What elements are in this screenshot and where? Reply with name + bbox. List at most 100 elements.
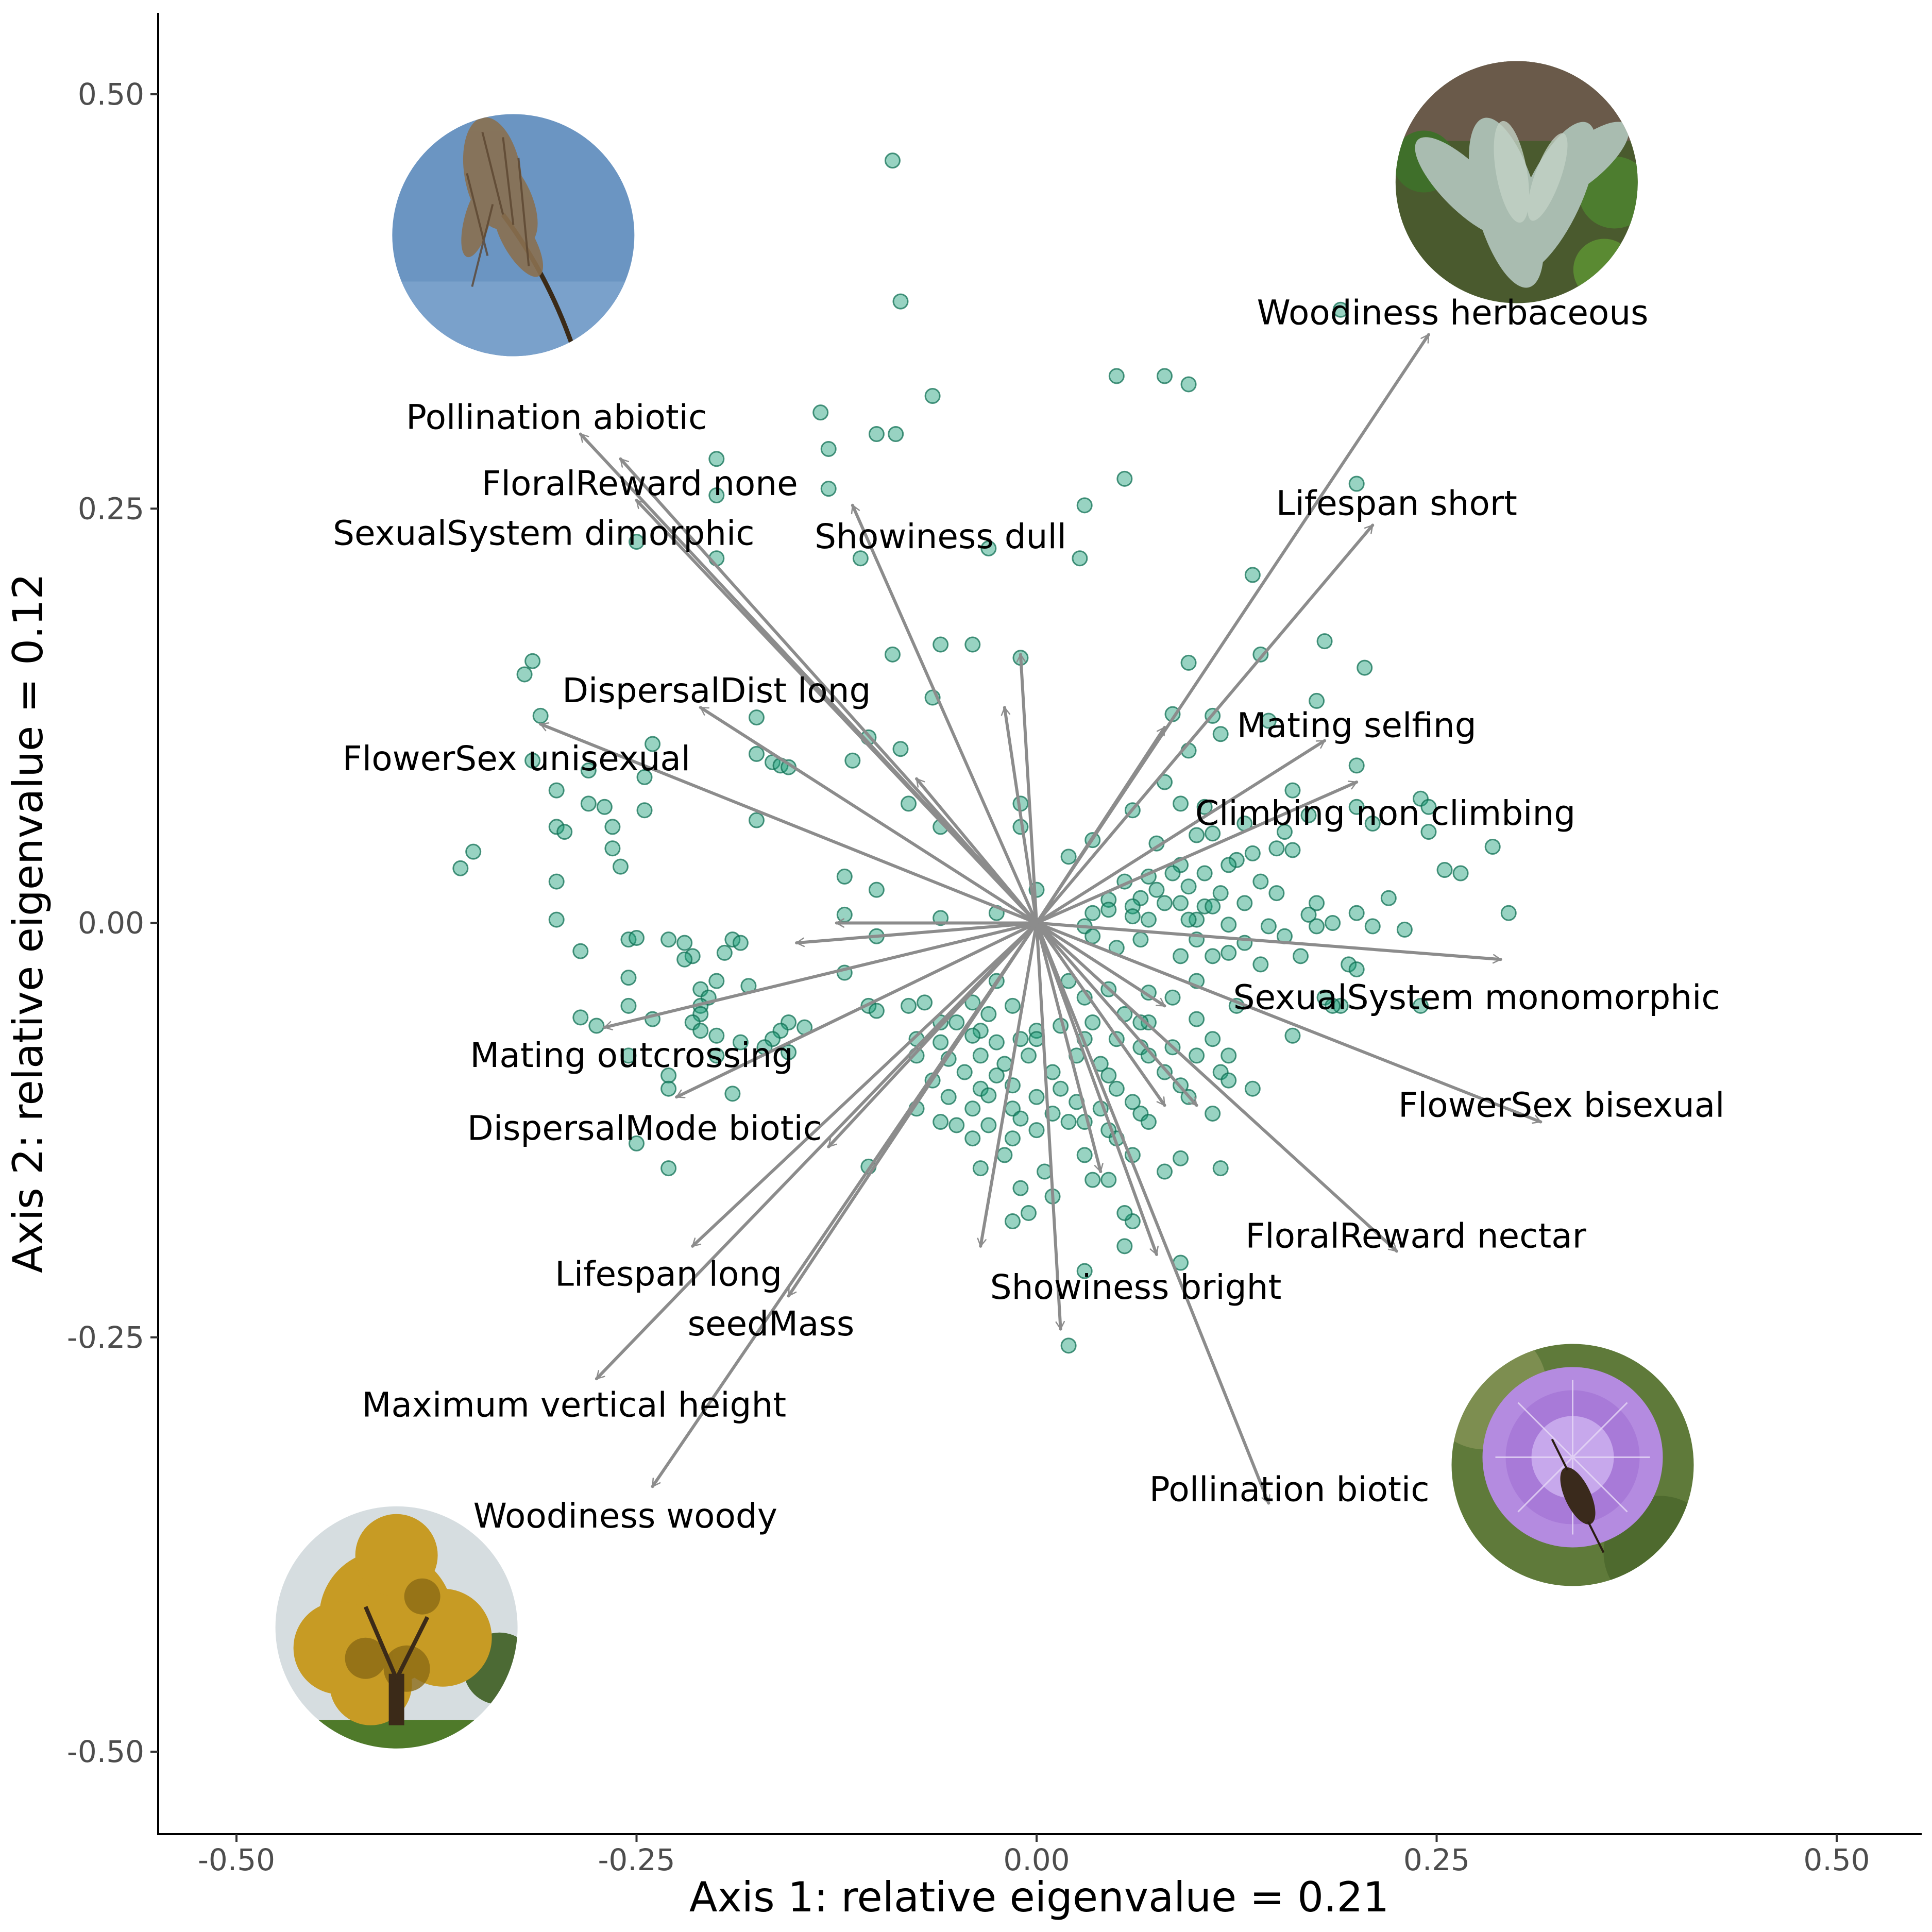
data-point [724,931,741,948]
data-point [660,1067,677,1083]
data-point [1309,895,1325,911]
data-point [1300,807,1317,823]
data-point [1221,944,1237,961]
trait-vector [1035,523,1375,925]
data-point [1156,895,1173,911]
data-point [524,653,541,669]
purple-flower-photo [1451,1344,1694,1586]
data-point [1500,905,1517,921]
data-point [1004,1130,1021,1147]
data-point [1180,376,1197,393]
data-point [612,858,629,875]
y-axis-title: Axis 2: relative eigenvalue = 0.12 [4,573,52,1274]
data-point [1252,646,1269,663]
trait-vector [1035,739,1327,925]
data-point [1292,948,1309,964]
data-point [1300,906,1317,923]
data-point [1205,1031,1221,1047]
data-point [1268,885,1285,902]
data-point [964,1100,981,1117]
data-point [692,981,709,997]
data-point [660,1160,677,1177]
trait-vector-label: FloralReward none [482,464,798,503]
data-point [708,451,725,467]
data-point [1100,1067,1117,1083]
data-point [1309,918,1325,935]
data-point [1132,931,1149,948]
data-point [1028,1089,1045,1105]
grass-plume-photo [392,114,635,357]
data-point [629,1135,645,1151]
data-point [1148,882,1165,898]
trait-vector [539,722,1038,925]
data-point [1244,1080,1261,1097]
data-point [548,911,565,928]
data-point [1140,1114,1157,1130]
data-point [1284,782,1301,799]
data-point [884,646,901,663]
trait-vector [1035,725,1166,925]
data-point [1205,825,1221,842]
data-point [1412,997,1429,1014]
data-point [868,426,885,442]
data-point [1221,857,1237,873]
trait-vector [675,921,1038,1099]
data-point [580,795,597,812]
trait-vector [1035,921,1104,1174]
data-point [933,1034,949,1050]
data-point [572,1009,589,1026]
trait-vector-label: FlowerSex unisexual [343,739,690,778]
ticks: -0.50 -0.25 0.00 0.25 0.50 -0.50 -0.25 0.00 0.25… [67,77,1870,1877]
data-point [1044,1064,1061,1080]
data-point [1004,1213,1021,1230]
data-point [1156,1064,1173,1080]
data-point [748,745,765,762]
data-point [1084,1172,1101,1188]
data-point [636,769,653,785]
trait-vector-label: Woodiness herbaceous [1257,293,1649,333]
trait-vector [795,921,1038,947]
data-point [980,1006,997,1022]
data-point [684,948,701,964]
data-point [1325,997,1341,1014]
data-point [748,812,765,828]
data-point [1060,1114,1077,1130]
data-point [917,994,933,1011]
trait-vector-label: DispersalDist long [562,671,871,710]
data-point [1276,824,1293,840]
data-point [1396,921,1413,938]
x-tick-label: -0.50 [198,1842,275,1877]
data-point [1268,840,1285,857]
data-point [972,1047,989,1064]
data-point [1212,885,1229,902]
x-axis-title: Axis 1: relative eigenvalue = 0.21 [689,1873,1389,1921]
data-point [1420,799,1437,815]
data-point [1332,997,1349,1014]
trait-vector-labels: Woodiness herbaceous Lifespan short Pollin… [333,293,1724,1536]
data-point [892,293,909,310]
x-tick-label: 0.50 [1803,1842,1870,1877]
data-point [604,819,621,835]
trait-vector-label: Maximum vertical height [362,1385,787,1425]
data-point [548,782,565,799]
data-point [1189,1047,1205,1064]
trait-vector [1035,921,1270,1505]
trait-vector-label: Mating selfing [1237,706,1477,745]
data-point [620,997,637,1014]
trait-vector [1035,781,1359,925]
data-point [1076,1263,1093,1279]
data-point [1212,1064,1229,1080]
data-point [901,997,917,1014]
data-point [1084,905,1101,921]
trait-vector [1001,706,1038,925]
data-point [716,944,733,961]
data-point [1140,911,1157,928]
data-point [1348,905,1365,921]
trait-vector-label: Lifespan long [555,1255,782,1294]
data-point [1173,948,1189,964]
data-point [1196,898,1213,914]
data-point [1084,928,1101,944]
data-point [852,550,869,567]
trait-vector [851,503,1038,925]
data-point [1364,918,1381,935]
